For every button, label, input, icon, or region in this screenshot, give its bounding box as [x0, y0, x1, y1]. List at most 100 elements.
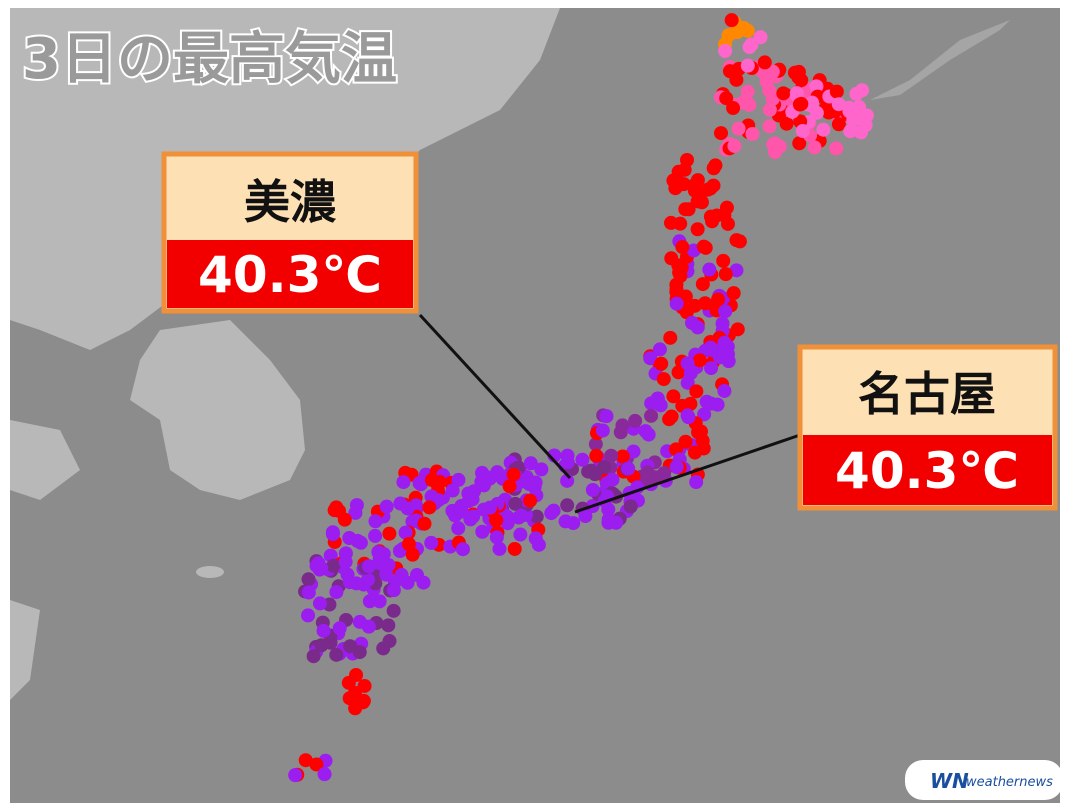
station-dot — [451, 472, 466, 487]
station-dot — [681, 410, 696, 425]
station-dot — [680, 153, 695, 168]
station-dot — [669, 296, 684, 311]
station-dot — [676, 177, 691, 192]
station-dot — [386, 603, 401, 618]
station-dot — [831, 117, 846, 132]
station-dot — [792, 136, 807, 151]
station-dot — [643, 351, 658, 366]
station-dot — [353, 535, 368, 550]
station-dot — [696, 239, 711, 254]
station-dot — [601, 512, 616, 527]
title: 3日の最高気温 — [22, 27, 397, 92]
station-dot — [522, 477, 537, 492]
station-dot — [349, 498, 364, 513]
coast — [10, 600, 40, 700]
callout: 名古屋 40.3℃ — [797, 344, 1058, 511]
station-dot — [317, 767, 332, 782]
station-dot — [829, 84, 844, 99]
logo-name: weathernews — [966, 775, 1053, 790]
station-dot — [678, 434, 693, 449]
station-dot — [727, 138, 742, 153]
station-dot — [719, 91, 734, 106]
station-dot — [475, 524, 490, 539]
station-dot — [843, 124, 858, 139]
station-dot — [531, 537, 546, 552]
station-dot — [417, 516, 432, 531]
station-dot — [599, 409, 614, 424]
station-dot — [424, 472, 439, 487]
station-dot — [675, 240, 690, 255]
place-name: 名古屋 — [858, 367, 996, 421]
station-dot — [371, 545, 386, 560]
station-dot — [312, 596, 327, 611]
station-dot — [422, 500, 437, 515]
station-dot — [396, 475, 411, 490]
station-dot — [628, 413, 643, 428]
station-dot — [680, 356, 695, 371]
station-dot — [697, 407, 712, 422]
callout: 美濃 40.3℃ — [161, 151, 419, 314]
station-dot — [687, 445, 702, 460]
station-dot — [558, 514, 573, 529]
station-dot — [717, 335, 732, 350]
station-dot — [718, 267, 733, 282]
station-dot — [342, 691, 357, 706]
station-dot — [794, 96, 809, 111]
station-dot — [687, 183, 702, 198]
station-dot — [671, 365, 686, 380]
kuril-islands — [870, 20, 1010, 100]
station-dot — [720, 347, 735, 362]
leader-line — [574, 433, 801, 514]
station-dot — [382, 526, 397, 541]
station-dot — [489, 530, 504, 545]
station-dot — [424, 535, 439, 550]
station-dot — [745, 126, 760, 141]
station-dot — [766, 137, 781, 152]
station-dot — [690, 320, 705, 335]
station-dot — [332, 621, 347, 636]
station-dot — [707, 298, 722, 313]
station-dot — [718, 304, 733, 319]
station-dot — [852, 100, 867, 115]
station-dot — [829, 141, 844, 156]
korea — [130, 320, 305, 500]
station-dot — [575, 452, 590, 467]
station-dot — [513, 527, 528, 542]
station-dot — [648, 470, 663, 485]
logo: WN weathernews — [905, 760, 1063, 800]
station-dot — [740, 23, 755, 38]
station-dot — [762, 119, 777, 134]
station-dot — [816, 122, 831, 137]
station-dot — [585, 482, 600, 497]
station-dot — [332, 503, 347, 518]
station-dot — [656, 372, 671, 387]
station-dot — [560, 455, 575, 470]
station-dot — [724, 13, 739, 28]
station-dot — [326, 558, 341, 573]
station-dot — [298, 753, 313, 768]
logo-badge — [905, 760, 1063, 800]
station-dot — [717, 383, 732, 398]
station-dot — [311, 556, 326, 571]
station-dot — [744, 37, 759, 52]
station-dot — [776, 86, 791, 101]
station-dot — [316, 623, 331, 638]
station-dot — [703, 340, 718, 355]
leader-line — [418, 313, 572, 480]
station-dot — [666, 389, 681, 404]
station-dot — [807, 140, 822, 155]
station-dot — [500, 516, 515, 531]
station-dot — [795, 124, 810, 139]
station-dot — [718, 43, 733, 58]
temperature: 40.3℃ — [835, 442, 1019, 500]
station-dot — [691, 425, 706, 440]
station-dot — [674, 260, 689, 275]
station-dot — [671, 164, 686, 179]
station-dot — [325, 527, 340, 542]
station-dot — [721, 28, 736, 43]
station-dot — [405, 547, 420, 562]
station-dot — [644, 396, 659, 411]
station-dot — [534, 462, 549, 477]
station-dot — [476, 502, 491, 517]
